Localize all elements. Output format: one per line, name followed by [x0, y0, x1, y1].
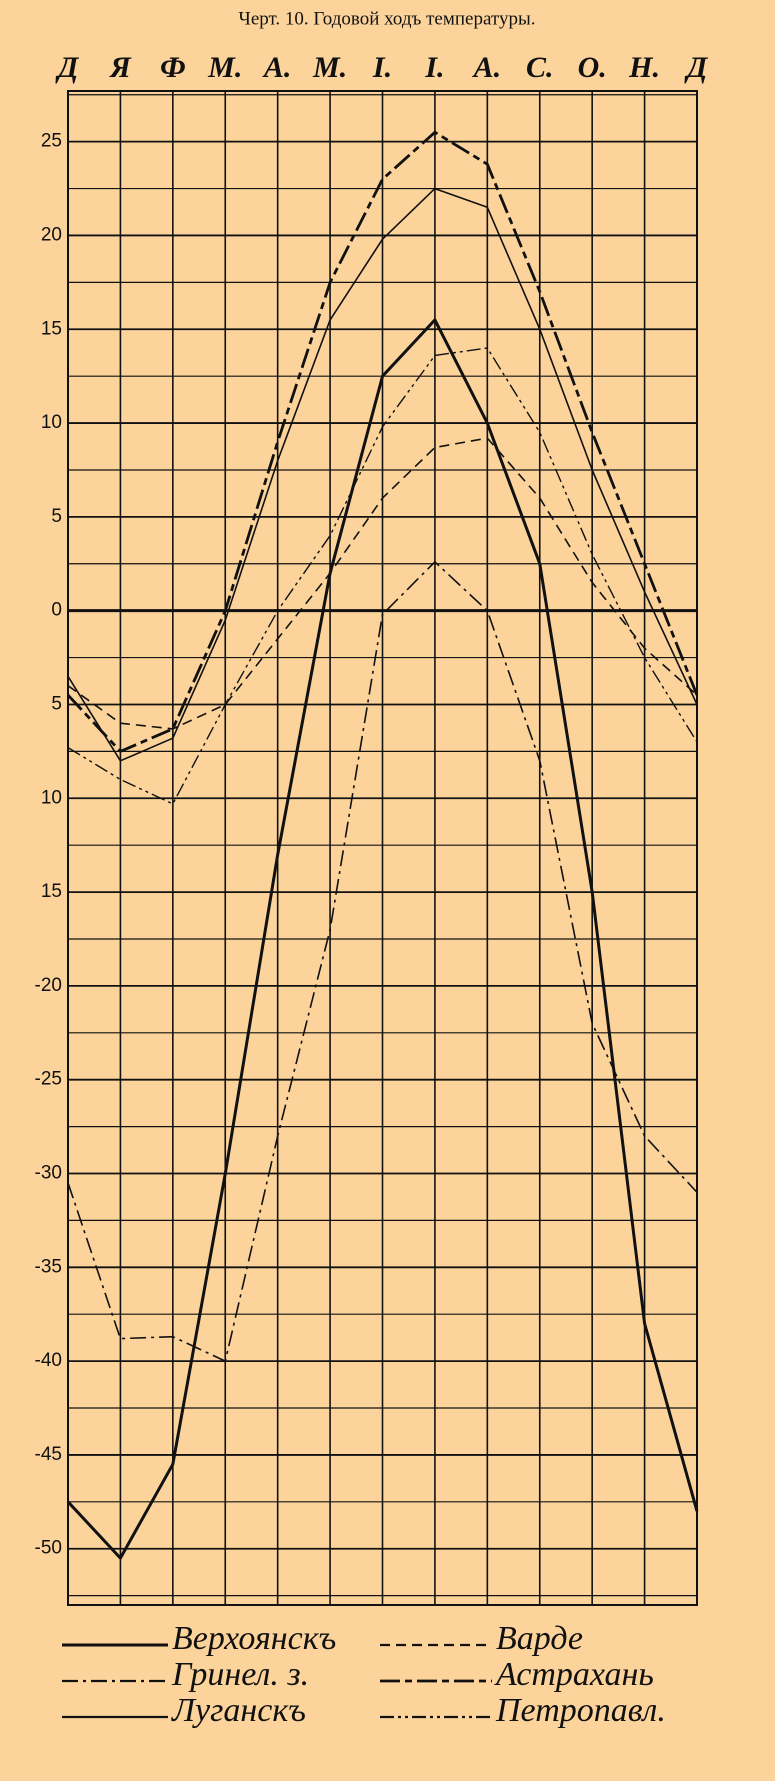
legend-label: Гринел. з. — [171, 1656, 309, 1693]
legend-label: Верхоянскъ — [172, 1620, 336, 1657]
x-tick-label: А. — [472, 51, 502, 84]
x-tick-label: М. — [312, 51, 347, 84]
legend-label: Луганскъ — [171, 1692, 306, 1729]
chart-title: Черт. 10. Годовой ходъ температуры. — [239, 8, 536, 29]
y-tick-label: -45 — [35, 1444, 62, 1465]
x-tick-label: Д — [55, 51, 80, 84]
y-tick-label: 10 — [41, 787, 62, 808]
y-tick-label: -30 — [35, 1163, 62, 1184]
x-tick-label: А. — [262, 51, 292, 84]
y-tick-label: 20 — [41, 224, 62, 245]
legend-label: Астрахань — [494, 1656, 654, 1693]
y-tick-label: 10 — [41, 412, 62, 433]
y-tick-label: 15 — [41, 881, 62, 902]
data-line — [67, 437, 698, 730]
y-tick-label: 5 — [51, 506, 62, 527]
x-tick-label: І. — [372, 51, 392, 84]
legend-label: Варде — [496, 1620, 583, 1657]
y-tick-label: 25 — [41, 131, 62, 152]
x-tick-label: І. — [424, 51, 444, 84]
y-tick-label: 0 — [51, 600, 62, 621]
legend-label: Петропавл. — [495, 1692, 666, 1729]
y-tick-label: -50 — [35, 1538, 62, 1559]
x-tick-label: Я — [109, 51, 132, 84]
y-tick-label: 15 — [41, 318, 62, 339]
data-line — [67, 561, 698, 1362]
data-line — [67, 347, 698, 805]
x-tick-label: М. — [207, 51, 242, 84]
x-tick-label: О. — [578, 51, 607, 84]
y-tick-label: -25 — [35, 1069, 62, 1090]
x-tick-label: С. — [526, 51, 554, 84]
y-tick-label: -20 — [35, 975, 62, 996]
data-line — [66, 318, 699, 1560]
x-tick-label: Ф — [160, 51, 186, 84]
y-tick-label: -35 — [35, 1256, 62, 1277]
y-tick-label: -40 — [35, 1350, 62, 1371]
x-tick-label: Д — [684, 51, 709, 84]
x-tick-label: Н. — [628, 51, 660, 84]
data-line — [67, 187, 698, 762]
y-tick-label: 5 — [51, 693, 62, 714]
